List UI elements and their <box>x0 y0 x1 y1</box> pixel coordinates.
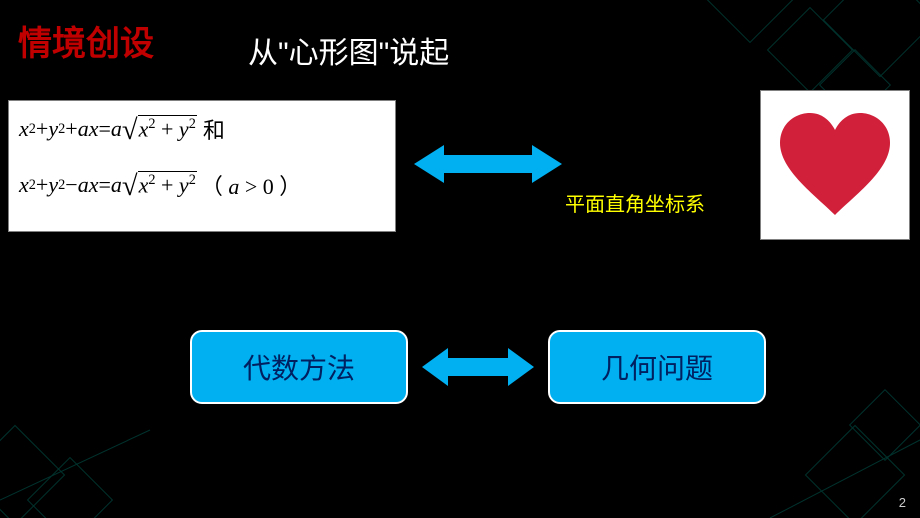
algebra-method-label: 代数方法 <box>243 347 355 387</box>
coordinate-system-caption: 平面直角坐标系 <box>565 188 705 217</box>
geometry-problem-label: 几何问题 <box>601 347 713 387</box>
equation-panel: x2 + y2 + ax = a √x2 + y2 和 x2 + y2 − ax… <box>8 100 396 232</box>
equation-2: x2 + y2 − ax = a √x2 + y2 （ a > 0 ） <box>19 169 385 201</box>
double-arrow-bottom <box>422 348 534 386</box>
heart-icon <box>775 110 895 220</box>
equation-1: x2 + y2 + ax = a √x2 + y2 和 <box>19 113 385 145</box>
algebra-method-box: 代数方法 <box>190 330 408 404</box>
geometry-problem-box: 几何问题 <box>548 330 766 404</box>
heart-panel <box>760 90 910 240</box>
bg-decoration <box>0 0 920 518</box>
double-arrow-top <box>414 145 562 183</box>
section-heading: 情境创设 <box>18 16 154 65</box>
page-number: 2 <box>899 495 906 510</box>
slide-subtitle: 从"心形图"说起 <box>248 28 449 72</box>
